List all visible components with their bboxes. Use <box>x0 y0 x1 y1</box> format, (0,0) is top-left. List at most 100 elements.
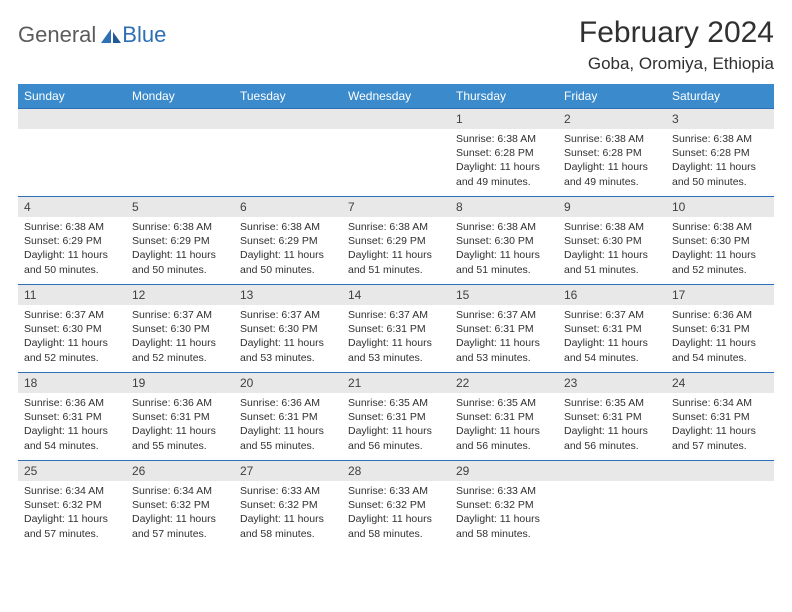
day-info: Sunrise: 6:37 AMSunset: 6:31 PMDaylight:… <box>342 305 450 369</box>
weekday-header: Tuesday <box>234 84 342 109</box>
empty-day-bar <box>342 109 450 129</box>
weekday-header: Wednesday <box>342 84 450 109</box>
calendar-day: 29Sunrise: 6:33 AMSunset: 6:32 PMDayligh… <box>450 461 558 549</box>
day-info: Sunrise: 6:35 AMSunset: 6:31 PMDaylight:… <box>450 393 558 457</box>
calendar-day: 23Sunrise: 6:35 AMSunset: 6:31 PMDayligh… <box>558 373 666 461</box>
day-number: 17 <box>666 285 774 305</box>
empty-day-bar <box>558 461 666 481</box>
day-number: 27 <box>234 461 342 481</box>
calendar-day: 15Sunrise: 6:37 AMSunset: 6:31 PMDayligh… <box>450 285 558 373</box>
day-info: Sunrise: 6:36 AMSunset: 6:31 PMDaylight:… <box>126 393 234 457</box>
calendar-row: 4Sunrise: 6:38 AMSunset: 6:29 PMDaylight… <box>18 197 774 285</box>
calendar-day: 1Sunrise: 6:38 AMSunset: 6:28 PMDaylight… <box>450 109 558 197</box>
day-info: Sunrise: 6:38 AMSunset: 6:30 PMDaylight:… <box>450 217 558 281</box>
day-info: Sunrise: 6:38 AMSunset: 6:29 PMDaylight:… <box>126 217 234 281</box>
calendar-row: 25Sunrise: 6:34 AMSunset: 6:32 PMDayligh… <box>18 461 774 549</box>
empty-day-bar <box>234 109 342 129</box>
day-number: 11 <box>18 285 126 305</box>
calendar-empty <box>342 109 450 197</box>
calendar-empty <box>666 461 774 549</box>
calendar-day: 13Sunrise: 6:37 AMSunset: 6:30 PMDayligh… <box>234 285 342 373</box>
day-number: 20 <box>234 373 342 393</box>
day-number: 6 <box>234 197 342 217</box>
calendar-day: 3Sunrise: 6:38 AMSunset: 6:28 PMDaylight… <box>666 109 774 197</box>
calendar-day: 26Sunrise: 6:34 AMSunset: 6:32 PMDayligh… <box>126 461 234 549</box>
calendar-day: 19Sunrise: 6:36 AMSunset: 6:31 PMDayligh… <box>126 373 234 461</box>
calendar-day: 6Sunrise: 6:38 AMSunset: 6:29 PMDaylight… <box>234 197 342 285</box>
calendar-day: 5Sunrise: 6:38 AMSunset: 6:29 PMDaylight… <box>126 197 234 285</box>
day-number: 10 <box>666 197 774 217</box>
day-number: 26 <box>126 461 234 481</box>
calendar-day: 9Sunrise: 6:38 AMSunset: 6:30 PMDaylight… <box>558 197 666 285</box>
day-info: Sunrise: 6:36 AMSunset: 6:31 PMDaylight:… <box>666 305 774 369</box>
calendar-empty <box>234 109 342 197</box>
weekday-header: Friday <box>558 84 666 109</box>
calendar-day: 10Sunrise: 6:38 AMSunset: 6:30 PMDayligh… <box>666 197 774 285</box>
day-number: 14 <box>342 285 450 305</box>
day-info: Sunrise: 6:38 AMSunset: 6:29 PMDaylight:… <box>342 217 450 281</box>
day-number: 21 <box>342 373 450 393</box>
calendar-day: 12Sunrise: 6:37 AMSunset: 6:30 PMDayligh… <box>126 285 234 373</box>
title-block: February 2024 Goba, Oromiya, Ethiopia <box>579 16 774 74</box>
day-info: Sunrise: 6:37 AMSunset: 6:30 PMDaylight:… <box>234 305 342 369</box>
day-info: Sunrise: 6:38 AMSunset: 6:30 PMDaylight:… <box>558 217 666 281</box>
calendar-head: SundayMondayTuesdayWednesdayThursdayFrid… <box>18 84 774 109</box>
weekday-header: Sunday <box>18 84 126 109</box>
calendar-day: 17Sunrise: 6:36 AMSunset: 6:31 PMDayligh… <box>666 285 774 373</box>
day-info: Sunrise: 6:35 AMSunset: 6:31 PMDaylight:… <box>558 393 666 457</box>
calendar-day: 2Sunrise: 6:38 AMSunset: 6:28 PMDaylight… <box>558 109 666 197</box>
weekday-header: Monday <box>126 84 234 109</box>
day-info: Sunrise: 6:37 AMSunset: 6:30 PMDaylight:… <box>126 305 234 369</box>
calendar-row: 1Sunrise: 6:38 AMSunset: 6:28 PMDaylight… <box>18 109 774 197</box>
calendar-day: 8Sunrise: 6:38 AMSunset: 6:30 PMDaylight… <box>450 197 558 285</box>
day-info: Sunrise: 6:33 AMSunset: 6:32 PMDaylight:… <box>450 481 558 545</box>
day-number: 13 <box>234 285 342 305</box>
weekday-row: SundayMondayTuesdayWednesdayThursdayFrid… <box>18 84 774 109</box>
day-number: 18 <box>18 373 126 393</box>
calendar-body: 1Sunrise: 6:38 AMSunset: 6:28 PMDaylight… <box>18 109 774 549</box>
day-number: 3 <box>666 109 774 129</box>
day-info: Sunrise: 6:33 AMSunset: 6:32 PMDaylight:… <box>342 481 450 545</box>
day-number: 23 <box>558 373 666 393</box>
calendar-day: 16Sunrise: 6:37 AMSunset: 6:31 PMDayligh… <box>558 285 666 373</box>
day-number: 28 <box>342 461 450 481</box>
weekday-header: Saturday <box>666 84 774 109</box>
day-number: 19 <box>126 373 234 393</box>
calendar-day: 28Sunrise: 6:33 AMSunset: 6:32 PMDayligh… <box>342 461 450 549</box>
day-info: Sunrise: 6:35 AMSunset: 6:31 PMDaylight:… <box>342 393 450 457</box>
calendar-day: 4Sunrise: 6:38 AMSunset: 6:29 PMDaylight… <box>18 197 126 285</box>
header: General Blue February 2024 Goba, Oromiya… <box>18 16 774 74</box>
day-info: Sunrise: 6:37 AMSunset: 6:31 PMDaylight:… <box>450 305 558 369</box>
calendar-empty <box>558 461 666 549</box>
calendar-day: 24Sunrise: 6:34 AMSunset: 6:31 PMDayligh… <box>666 373 774 461</box>
day-info: Sunrise: 6:38 AMSunset: 6:28 PMDaylight:… <box>666 129 774 193</box>
day-number: 8 <box>450 197 558 217</box>
day-number: 7 <box>342 197 450 217</box>
logo-text-blue: Blue <box>122 22 166 48</box>
month-title: February 2024 <box>579 16 774 50</box>
day-number: 4 <box>18 197 126 217</box>
location: Goba, Oromiya, Ethiopia <box>579 54 774 74</box>
day-info: Sunrise: 6:38 AMSunset: 6:29 PMDaylight:… <box>234 217 342 281</box>
logo-text-general: General <box>18 22 96 48</box>
calendar-day: 18Sunrise: 6:36 AMSunset: 6:31 PMDayligh… <box>18 373 126 461</box>
day-info: Sunrise: 6:38 AMSunset: 6:30 PMDaylight:… <box>666 217 774 281</box>
day-info: Sunrise: 6:37 AMSunset: 6:30 PMDaylight:… <box>18 305 126 369</box>
empty-day-bar <box>666 461 774 481</box>
day-number: 29 <box>450 461 558 481</box>
day-info: Sunrise: 6:36 AMSunset: 6:31 PMDaylight:… <box>234 393 342 457</box>
calendar-day: 20Sunrise: 6:36 AMSunset: 6:31 PMDayligh… <box>234 373 342 461</box>
day-number: 5 <box>126 197 234 217</box>
logo-sail-icon <box>100 28 122 44</box>
logo: General Blue <box>18 16 166 48</box>
day-number: 15 <box>450 285 558 305</box>
day-info: Sunrise: 6:37 AMSunset: 6:31 PMDaylight:… <box>558 305 666 369</box>
calendar-row: 11Sunrise: 6:37 AMSunset: 6:30 PMDayligh… <box>18 285 774 373</box>
day-number: 16 <box>558 285 666 305</box>
day-number: 24 <box>666 373 774 393</box>
day-info: Sunrise: 6:33 AMSunset: 6:32 PMDaylight:… <box>234 481 342 545</box>
day-info: Sunrise: 6:34 AMSunset: 6:32 PMDaylight:… <box>18 481 126 545</box>
day-info: Sunrise: 6:38 AMSunset: 6:28 PMDaylight:… <box>450 129 558 193</box>
day-number: 22 <box>450 373 558 393</box>
empty-day-bar <box>18 109 126 129</box>
